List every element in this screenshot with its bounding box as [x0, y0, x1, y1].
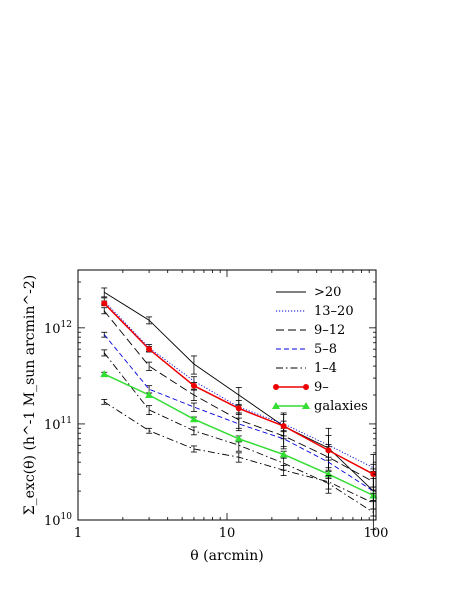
y-tick-label: 1011: [44, 416, 72, 433]
legend-marker: [273, 384, 279, 390]
series-7: [101, 398, 377, 517]
error-bar: [235, 417, 242, 432]
x-tick-label: 1: [74, 526, 82, 541]
legend-marker: [272, 402, 280, 409]
series-line: [103, 401, 374, 504]
legend-label: >20: [314, 285, 341, 300]
data-point: [325, 447, 332, 454]
error-bar: [190, 402, 197, 412]
data-point: [146, 346, 153, 353]
x-tick-label: 10: [219, 526, 236, 541]
error-bar: [190, 355, 197, 375]
legend-label: galaxies: [314, 399, 368, 414]
data-point: [100, 370, 109, 378]
legend-item: 13–20: [276, 304, 354, 319]
x-tick-label: 100: [364, 526, 389, 541]
data-point: [190, 382, 197, 389]
legend-label: 9–: [314, 380, 329, 395]
error-bar: [370, 492, 377, 517]
legend-marker: [302, 402, 310, 409]
error-bar: [146, 427, 153, 434]
legend-label: 1–4: [314, 361, 337, 376]
data-point: [145, 391, 154, 398]
legend-label: 13–20: [314, 304, 354, 319]
legend-item: 5–8: [276, 342, 337, 357]
legend-item: galaxies: [272, 399, 368, 414]
data-point: [279, 450, 288, 458]
y-tick-label: 1010: [44, 512, 72, 529]
legend-label: 9–12: [314, 323, 345, 338]
ticks-layer: 1 10 100 1010 1011 1012: [44, 269, 389, 541]
series-line: [103, 352, 374, 513]
series-layer: [100, 287, 378, 530]
series-3: [101, 331, 377, 510]
x-axis-title: θ (arcmin): [190, 548, 263, 564]
legend-item: 9–12: [276, 323, 345, 338]
legend-marker: [303, 384, 309, 390]
y-axis-title: Σ_exc(θ) (h^-1 M_sun arcmin^-2): [22, 275, 38, 516]
data-point: [101, 300, 108, 307]
series-line: [103, 334, 374, 492]
data-point: [280, 423, 287, 430]
data-point: [189, 415, 198, 423]
legend-item: 9–: [273, 380, 329, 395]
legend-item: 1–4: [276, 361, 337, 376]
series-5: [101, 300, 377, 488]
legend-item: >20: [276, 285, 341, 300]
data-point: [235, 405, 242, 412]
legend: >20 13–20 9–12 5–8 1–4 9– galaxies: [272, 285, 368, 414]
y-tick-label: 1012: [44, 320, 72, 337]
legend-label: 5–8: [314, 342, 337, 357]
error-bar: [325, 475, 332, 490]
data-point: [234, 434, 243, 442]
error-bar: [146, 361, 153, 371]
